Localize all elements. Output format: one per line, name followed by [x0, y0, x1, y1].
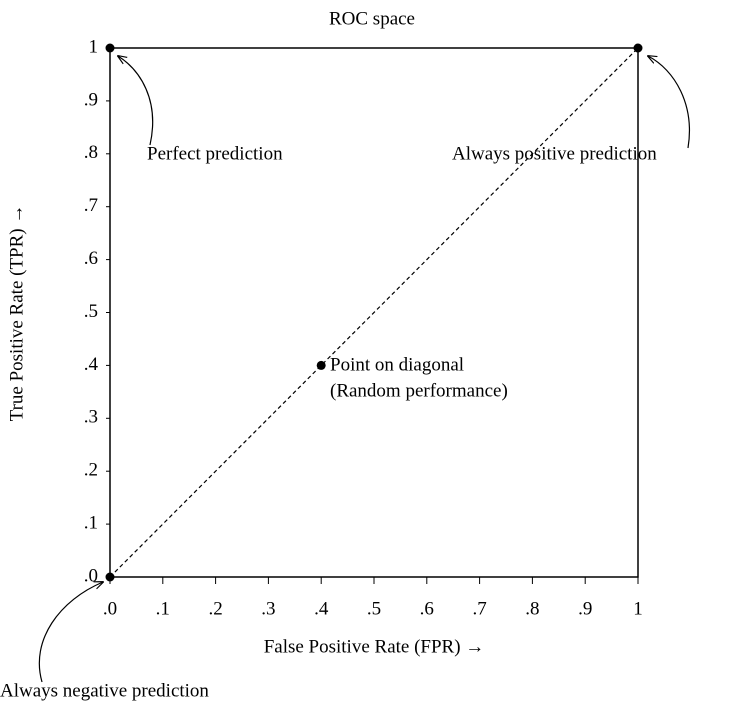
annotation-arrow	[648, 56, 690, 149]
x-tick-label: 1	[633, 598, 643, 619]
y-tick-label: .5	[84, 301, 98, 322]
x-tick-label: .8	[525, 598, 539, 619]
y-tick-label: .8	[84, 142, 98, 163]
x-tick-label: .5	[367, 598, 381, 619]
y-tick-label: 1	[89, 36, 99, 57]
y-tick-label: .4	[84, 354, 99, 375]
x-tick-label: .2	[208, 598, 222, 619]
annotation: (Random performance)	[330, 380, 508, 401]
annotation: Always negative prediction	[0, 680, 209, 701]
point	[316, 360, 326, 370]
x-tick-label: .6	[420, 598, 434, 619]
y-tick-label: .2	[84, 460, 98, 481]
point	[105, 43, 115, 53]
y-tick-label: .9	[84, 89, 98, 110]
annotation: Point on diagonal	[330, 354, 464, 375]
x-tick-label: .1	[156, 598, 170, 619]
diagonal	[109, 47, 639, 578]
y-tick-label: .0	[84, 565, 98, 586]
x-axis-label: False Positive Rate (FPR) →	[264, 636, 485, 657]
x-tick-label: .3	[261, 598, 275, 619]
y-tick-label: .6	[84, 248, 98, 269]
x-tick-label: .7	[472, 598, 486, 619]
annotation-arrow	[38, 582, 103, 683]
annotation: Always positive prediction	[452, 143, 657, 164]
x-tick-label: .4	[314, 598, 329, 619]
y-axis-label: True Positive Rate (TPR) →	[6, 205, 27, 422]
x-tick-label: .9	[578, 598, 592, 619]
point	[105, 572, 115, 582]
y-tick-label: .3	[84, 407, 98, 428]
chart-title: ROC space	[329, 8, 415, 29]
x-tick-label: .0	[103, 598, 117, 619]
annotation-arrow	[118, 56, 154, 146]
y-tick-label: .7	[84, 195, 98, 216]
annotation: Perfect prediction	[147, 143, 283, 164]
point	[633, 43, 643, 53]
y-tick-label: .1	[84, 512, 98, 533]
